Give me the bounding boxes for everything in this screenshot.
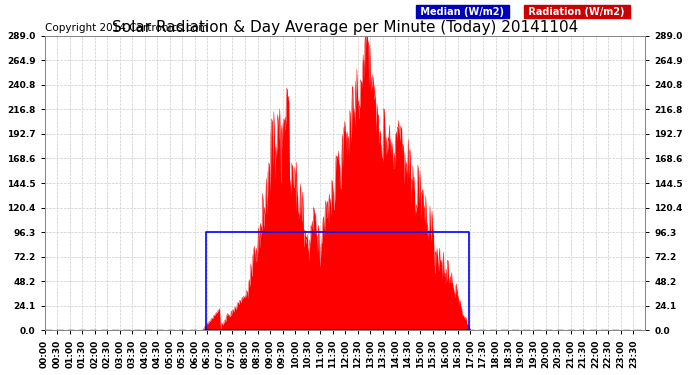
- Title: Solar Radiation & Day Average per Minute (Today) 20141104: Solar Radiation & Day Average per Minute…: [112, 20, 578, 34]
- Text: Radiation (W/m2): Radiation (W/m2): [525, 6, 628, 16]
- Text: Median (W/m2): Median (W/m2): [417, 6, 507, 16]
- Text: Copyright 2014 Cartronics.com: Copyright 2014 Cartronics.com: [45, 23, 208, 33]
